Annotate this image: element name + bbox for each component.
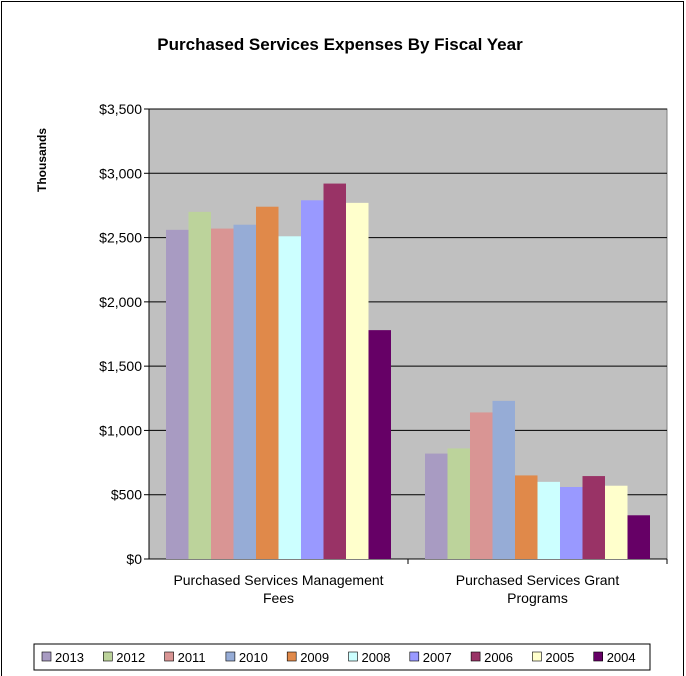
category-label: Purchased Services Grant	[456, 572, 620, 588]
y-tick-label: $2,500	[99, 230, 142, 246]
y-tick-label: $3,000	[99, 165, 142, 181]
legend-label-2008: 2008	[362, 650, 391, 665]
legend-label-2007: 2007	[423, 650, 452, 665]
y-tick-label: $500	[111, 487, 142, 503]
bar-2010-2	[492, 400, 515, 559]
bar-2012-1	[188, 211, 211, 559]
legend-swatch-2011	[164, 651, 174, 662]
bar-2011-1	[211, 228, 234, 560]
y-tick-label: $1,500	[99, 358, 142, 374]
legend-swatch-2007	[409, 651, 420, 662]
legend-swatch-2008	[348, 651, 358, 662]
y-tick-label: $3,500	[99, 101, 142, 117]
legend-label-2005: 2005	[545, 650, 574, 665]
legend-swatch-2013	[41, 651, 52, 662]
bar-2007-1	[301, 200, 324, 560]
legend-swatch-2012	[103, 651, 113, 662]
legend-label-2013: 2013	[55, 650, 84, 665]
bar-2007-2	[560, 487, 583, 559]
legend-swatch-2005	[532, 651, 542, 662]
legend	[33, 643, 651, 671]
bar-2008-2	[537, 481, 560, 559]
y-tick-label: $2,000	[99, 294, 142, 310]
legend-swatch-2010	[225, 651, 236, 662]
bar-2006-2	[582, 476, 605, 559]
bar-2008-1	[278, 236, 301, 560]
bar-2013-2	[425, 453, 448, 559]
bar-2010-1	[233, 224, 256, 559]
bar-2009-1	[256, 206, 279, 559]
legend-label-2006: 2006	[484, 650, 513, 665]
bar-2006-1	[323, 183, 346, 560]
legend-label-2011: 2011	[178, 650, 206, 665]
legend-swatch-2009	[286, 651, 297, 662]
bar-2009-2	[515, 475, 538, 559]
bar-2012-2	[447, 448, 470, 559]
y-tick-label: $1,000	[99, 422, 142, 438]
y-axis-label: Thousands	[35, 128, 49, 192]
legend-swatch-2006	[470, 651, 481, 662]
category-label: Fees	[263, 590, 294, 606]
bar-2004-1	[368, 330, 391, 559]
legend-label-2012: 2012	[116, 650, 145, 665]
category-label: Purchased Services Management	[173, 572, 383, 588]
bar-2013-1	[166, 229, 189, 559]
category-label: Programs	[507, 590, 568, 606]
bar-2005-2	[605, 485, 628, 559]
legend-swatch-2004	[593, 651, 604, 662]
bar-2004-2	[627, 515, 650, 559]
y-tick-label: $0	[126, 551, 142, 567]
legend-label-2004: 2004	[607, 650, 636, 665]
legend-label-2009: 2009	[300, 650, 329, 665]
bar-2005-1	[346, 202, 369, 559]
chart-title: Purchased Services Expenses By Fiscal Ye…	[157, 35, 523, 54]
legend-label-2010: 2010	[239, 650, 268, 665]
bar-2011-2	[470, 412, 493, 559]
